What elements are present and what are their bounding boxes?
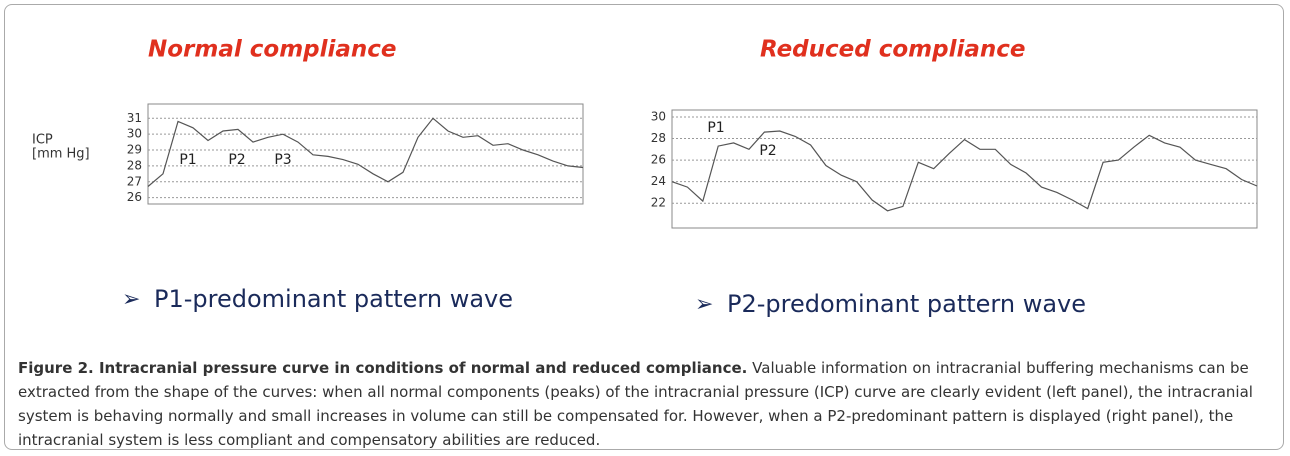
y-tick-label: 26 [127, 190, 142, 204]
bullet: ➢ [695, 292, 713, 317]
plot-frame [671, 109, 1258, 229]
y-tick-label: 29 [127, 143, 142, 157]
line [671, 130, 1258, 212]
figure-frame [4, 4, 1284, 450]
y-tick-label: 30 [127, 127, 142, 141]
annotation: P2 [228, 152, 245, 168]
y-tick-label: 28 [651, 131, 666, 145]
subtitle: P1-predominant pattern wave [154, 285, 513, 313]
chart-title: Reduced compliance [760, 37, 1025, 63]
y-axis-label: ICP [32, 133, 53, 148]
y-tick-label: 24 [651, 174, 666, 188]
annotation: P1 [707, 120, 724, 136]
plot-frame [147, 103, 584, 205]
y-tick-label: 22 [651, 196, 666, 210]
y-tick-label: 27 [127, 174, 142, 188]
y-axis-label: [mm Hg] [32, 147, 90, 162]
y-tick-label: 28 [127, 158, 142, 172]
y-tick-label: 26 [651, 153, 666, 167]
caption-title: Figure 2. Intracranial pressure curve in… [18, 359, 748, 377]
subtitle: P2-predominant pattern wave [727, 290, 1086, 318]
bullet: ➢ [122, 287, 140, 312]
y-tick-label: 31 [127, 111, 142, 125]
y-tick-label: 30 [651, 110, 666, 124]
annotation: P3 [274, 152, 291, 168]
annotation: P2 [759, 143, 776, 159]
line [147, 117, 584, 187]
annotation: P1 [179, 152, 196, 168]
caption-text: Valuable information on intracranial buf… [18, 359, 1253, 449]
chart-title: Normal compliance [148, 37, 397, 63]
caption: Figure 2. Intracranial pressure curve in… [18, 356, 1268, 452]
